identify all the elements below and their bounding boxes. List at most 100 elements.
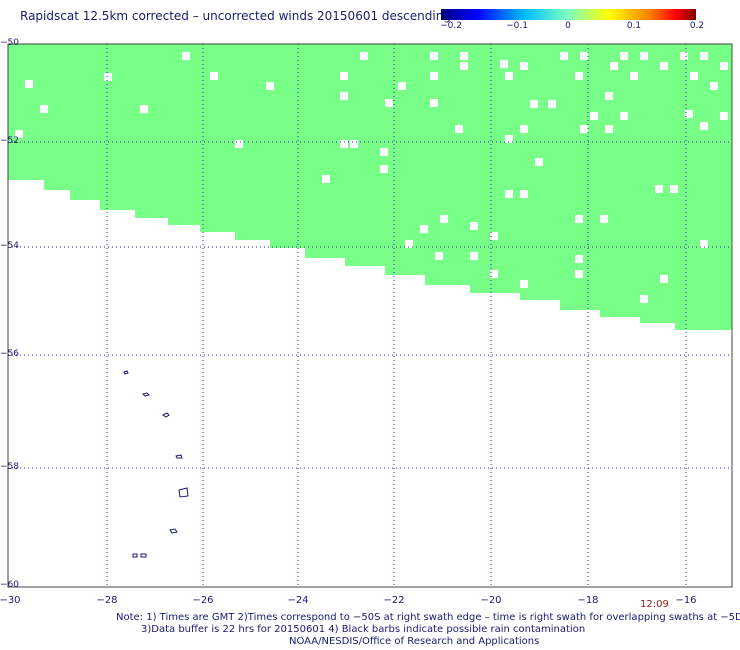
missing-cell (580, 125, 588, 133)
missing-cell (720, 112, 728, 120)
island-outline (140, 553, 147, 558)
missing-cell (470, 222, 478, 230)
colorbar-label: 0 (565, 21, 571, 31)
missing-cell (720, 62, 728, 70)
lon-label: −20 (480, 595, 502, 606)
missing-cell (700, 240, 708, 248)
map-frame (7, 43, 733, 588)
missing-cell (182, 52, 190, 60)
missing-cell (590, 112, 598, 120)
island-outline (178, 487, 189, 498)
missing-cell (700, 122, 708, 130)
missing-cell (440, 215, 448, 223)
colorbar-label: −0.1 (506, 21, 528, 31)
missing-cell (430, 52, 438, 60)
lon-label: −16 (675, 595, 697, 606)
missing-cell (435, 252, 443, 260)
colorbar-label: 0.2 (689, 21, 705, 31)
missing-cell (520, 280, 528, 288)
missing-cell (340, 92, 348, 100)
missing-cell (640, 295, 648, 303)
missing-cell (40, 105, 48, 113)
island-outline (162, 412, 170, 418)
missing-cell (520, 125, 528, 133)
missing-cell (430, 99, 438, 107)
missing-cell (660, 62, 668, 70)
missing-cell (340, 140, 348, 148)
missing-cell (500, 60, 508, 68)
missing-cell (620, 52, 628, 60)
lat-label: −56 (0, 349, 19, 359)
lon-label: −22 (383, 595, 405, 606)
lat-label: −50 (0, 38, 19, 48)
grid-lines (8, 44, 732, 587)
missing-cell (360, 52, 368, 60)
missing-cell (398, 82, 406, 90)
swath-area (8, 44, 732, 330)
missing-cell (605, 125, 613, 133)
missing-cell (490, 232, 498, 240)
missing-cell (505, 135, 513, 143)
colorbar-label: −0.2 (440, 21, 462, 31)
missing-cell (460, 52, 468, 60)
missing-cell (685, 110, 693, 118)
missing-cell (380, 148, 388, 156)
colorbar-gradient (441, 9, 696, 20)
missing-cell (575, 215, 583, 223)
lat-label: −58 (0, 462, 19, 472)
missing-cell (660, 275, 668, 283)
island-outline (123, 370, 129, 375)
missing-cell (680, 52, 688, 60)
missing-cell (530, 100, 538, 108)
missing-cell (470, 252, 478, 260)
note-line-2: 3)Data buffer is 22 hrs for 20150601 4) … (141, 624, 586, 635)
missing-cell (380, 165, 388, 173)
lon-label: −28 (96, 595, 118, 606)
missing-cell (405, 240, 413, 248)
lat-label: −54 (0, 241, 19, 251)
missing-cell (104, 73, 112, 81)
colorbar-label: 0.1 (626, 21, 642, 31)
swath-fill (8, 44, 732, 330)
note-line-1: Note: 1) Times are GMT 2)Times correspon… (116, 612, 740, 623)
missing-cell (670, 185, 678, 193)
missing-cell (575, 270, 583, 278)
missing-cell (505, 190, 513, 198)
missing-cell (580, 52, 588, 60)
missing-cell (560, 52, 568, 60)
missing-cell (385, 99, 393, 107)
note-line-3: NOAA/NESDIS/Office of Research and Appli… (289, 636, 540, 647)
island-outline (142, 392, 150, 397)
missing-cell (575, 255, 583, 263)
missing-cell (605, 92, 613, 100)
missing-cell (460, 62, 468, 70)
missing-cell (710, 82, 718, 90)
missing-cell (575, 72, 583, 80)
missing-cell (630, 72, 638, 80)
missing-cell (266, 82, 274, 90)
island-outline (169, 528, 178, 534)
missing-cell (505, 72, 513, 80)
lon-label: −26 (192, 595, 214, 606)
missing-cell (340, 72, 348, 80)
missing-cell (655, 185, 663, 193)
lat-label: −60 (0, 580, 19, 590)
missing-cell (350, 140, 358, 148)
missing-cell (140, 105, 148, 113)
island-outline (175, 454, 183, 459)
lat-label: −52 (0, 136, 19, 146)
island-outline (132, 553, 138, 558)
missing-cell (235, 140, 243, 148)
missing-cell (455, 125, 463, 133)
missing-cell (420, 225, 428, 233)
missing-data-cells (15, 52, 728, 303)
missing-cell (520, 190, 528, 198)
missing-cell (430, 72, 438, 80)
missing-cell (640, 52, 648, 60)
lon-label: −30 (0, 595, 21, 606)
missing-cell (520, 62, 528, 70)
missing-cell (700, 52, 708, 60)
missing-cell (322, 175, 330, 183)
missing-cell (610, 62, 618, 70)
